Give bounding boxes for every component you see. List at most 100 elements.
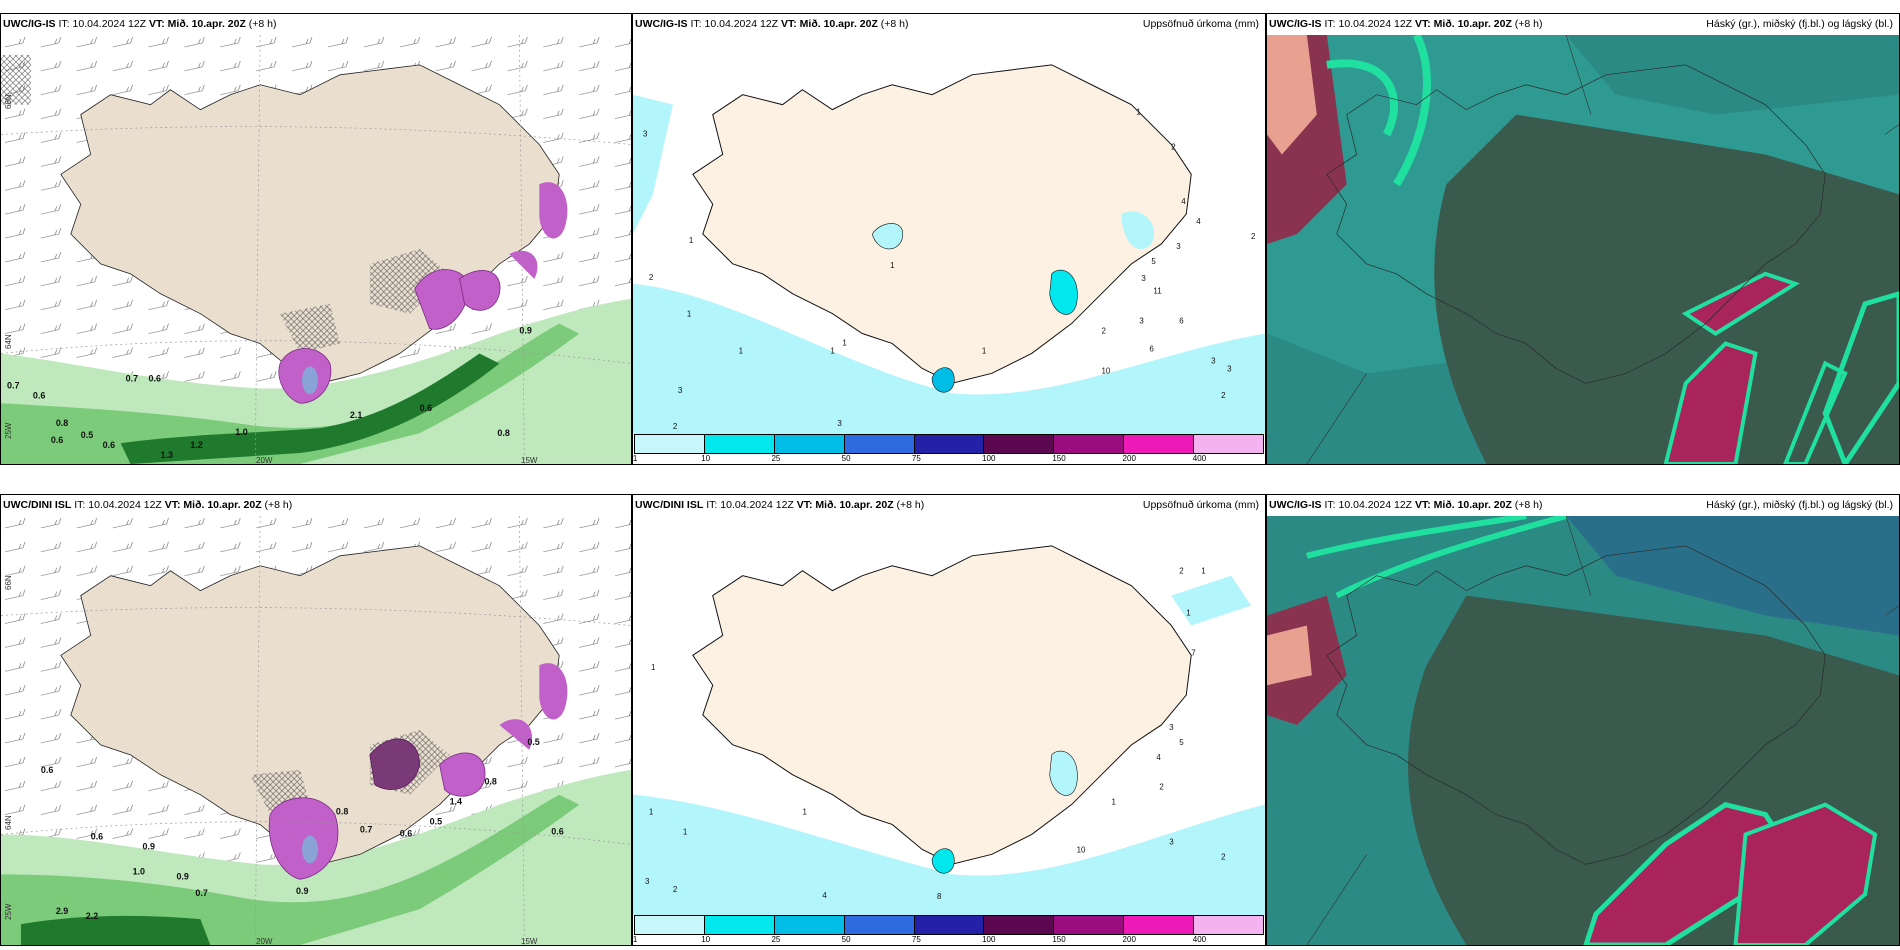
scale-label: 150 xyxy=(1052,454,1066,463)
lon-label-25w: 25W xyxy=(4,903,13,920)
precip-value: 5 xyxy=(1151,257,1156,266)
precipitation-map[interactable]: 1 1 1 3 2 1 4 8 10 3 2 2 1 5 4 7 2 3 1 1 xyxy=(633,516,1265,915)
panel-bot-right: UWC/IG-IS IT: 10.04.2024 12Z VT: Mið. 10.… xyxy=(1266,494,1900,946)
precip-value: 1 xyxy=(683,827,688,836)
precip-value: 3 xyxy=(643,129,648,138)
value-label: 0.5 xyxy=(81,430,93,440)
value-label: 0.6 xyxy=(420,403,432,413)
precip-value: 1 xyxy=(842,338,847,347)
it-value: 10.04.2024 12Z xyxy=(72,18,147,30)
model-name: UWC/IG-IS xyxy=(1269,499,1322,511)
precip-value: 10 xyxy=(1077,845,1086,854)
model-name: UWC/DINI ISL xyxy=(635,499,704,511)
precip-value: 1 xyxy=(687,310,692,319)
it-value: 10.04.2024 12Z xyxy=(1338,18,1413,30)
panel-header: UWC/DINI ISL IT: 10.04.2024 12Z VT: Mið. … xyxy=(633,495,1265,515)
precip-value: 2 xyxy=(1221,391,1226,400)
it-value: 10.04.2024 12Z xyxy=(1338,499,1413,511)
vt-label: VT: xyxy=(149,18,165,30)
vt-value: Mið. 10.apr. 20Z xyxy=(1433,499,1512,511)
precip-value: 6 xyxy=(1149,344,1154,353)
scale-swatch xyxy=(774,916,845,934)
value-label: 0.6 xyxy=(33,390,45,400)
lead-time: (+8 h) xyxy=(1514,18,1543,30)
it-label: IT: xyxy=(1324,499,1336,511)
precip-value: 4 xyxy=(1181,197,1186,206)
cloud-cover-map[interactable] xyxy=(1267,35,1899,464)
precip-value: 1 xyxy=(649,808,654,817)
value-label: 0.8 xyxy=(56,418,68,428)
lon-label-20w: 20W xyxy=(256,937,273,946)
precip-value: 2 xyxy=(649,273,654,282)
precip-value: 2 xyxy=(1171,142,1176,151)
lead-time: (+8 h) xyxy=(880,18,909,30)
it-label: IT: xyxy=(58,18,70,30)
precip-value: 4 xyxy=(822,891,827,900)
wind-pressure-map[interactable]: 0.7 0.6 0.8 0.6 0.5 0.6 1.2 1.3 1.0 0.9 … xyxy=(1,35,631,464)
precip-color-scale: 1 10 25 50 75 100 150 200 400 xyxy=(633,915,1265,945)
precip-value: 2 xyxy=(1159,783,1164,792)
vt-value: Mið. 10.apr. 20Z xyxy=(183,499,262,511)
scale-swatch xyxy=(1194,916,1264,934)
precip-value: 3 xyxy=(1169,837,1174,846)
value-label: 0.5 xyxy=(430,817,442,827)
precip-value: 3 xyxy=(1211,356,1216,365)
lead-time: (+8 h) xyxy=(1514,499,1543,511)
value-label: 0.6 xyxy=(51,435,63,445)
precip-value: 1 xyxy=(1111,798,1116,807)
scale-swatch xyxy=(1054,916,1125,934)
scale-label: 150 xyxy=(1052,935,1066,944)
precip-value: 1 xyxy=(802,808,807,817)
lon-label-15w: 15W xyxy=(521,456,538,465)
panel-top-right: UWC/IG-IS IT: 10.04.2024 12Z VT: Mið. 10.… xyxy=(1266,13,1900,465)
value-label: 0.5 xyxy=(527,737,539,747)
scale-swatch xyxy=(774,435,845,453)
value-label: 2.2 xyxy=(86,911,98,921)
it-value: 10.04.2024 12Z xyxy=(704,18,779,30)
precip-value: 4 xyxy=(1156,753,1161,762)
lat-label-66n: 66N xyxy=(4,575,13,590)
it-label: IT: xyxy=(690,18,702,30)
precip-value: 2 xyxy=(673,422,678,431)
precipitation-map[interactable]: 3 2 1 1 3 2 1 1 1 3 1 1 6 5 3 6 2 3 3 2 xyxy=(633,35,1265,434)
precip-value: 5 xyxy=(1179,738,1184,747)
precip-value: 10 xyxy=(1102,366,1111,375)
scale-swatch xyxy=(704,916,775,934)
value-label: 0.6 xyxy=(149,373,161,383)
map-title: Uppsöfnuð úrkoma (mm) xyxy=(1142,18,1259,30)
lat-label-64n: 64N xyxy=(4,815,13,830)
precip-value: 3 xyxy=(837,419,842,428)
lat-label-66n: 66N xyxy=(4,94,13,109)
vt-value: Mið. 10.apr. 20Z xyxy=(799,18,878,30)
model-name: UWC/DINI ISL xyxy=(3,499,72,511)
panel-top-left: UWC/IG-IS IT: 10.04.2024 12Z VT: Mið. 10.… xyxy=(0,13,632,465)
panel-top-mid: UWC/IG-IS IT: 10.04.2024 12Z VT: Mið. 10.… xyxy=(632,13,1266,465)
scale-swatch xyxy=(914,916,985,934)
vt-label: VT: xyxy=(1415,499,1431,511)
wind-pressure-map[interactable]: 0.6 0.6 0.9 1.0 0.9 0.7 2.2 2.9 0.8 0.7 … xyxy=(1,516,631,945)
value-label: 2.1 xyxy=(350,410,362,420)
map-title: Háský (gr.), miðský (fj.bl.) og lágský (… xyxy=(1706,18,1893,30)
value-label: 1.0 xyxy=(133,866,145,876)
precip-value: 1 xyxy=(651,663,656,672)
value-label: 1.3 xyxy=(160,450,172,460)
cloud-cover-map[interactable] xyxy=(1267,516,1899,945)
precip-value: 3 xyxy=(678,386,683,395)
it-label: IT: xyxy=(706,499,718,511)
precip-value: 3 xyxy=(1141,274,1146,283)
scale-swatch xyxy=(1124,916,1195,934)
scale-swatch xyxy=(844,916,915,934)
precip-value: 2 xyxy=(673,885,678,894)
scale-label: 25 xyxy=(771,935,781,944)
precip-value: 1 xyxy=(739,346,744,355)
model-name: UWC/IG-IS xyxy=(3,18,56,30)
scale-label: 10 xyxy=(701,454,711,463)
value-label: 0.8 xyxy=(484,777,496,787)
scale-label: 50 xyxy=(841,454,851,463)
value-label: 0.7 xyxy=(126,373,138,383)
precip-value: 1 xyxy=(1201,567,1206,576)
precip-value: 1 xyxy=(982,346,987,355)
scale-label: 75 xyxy=(911,454,921,463)
value-label: 0.9 xyxy=(176,871,188,881)
scale-label: 200 xyxy=(1122,935,1136,944)
